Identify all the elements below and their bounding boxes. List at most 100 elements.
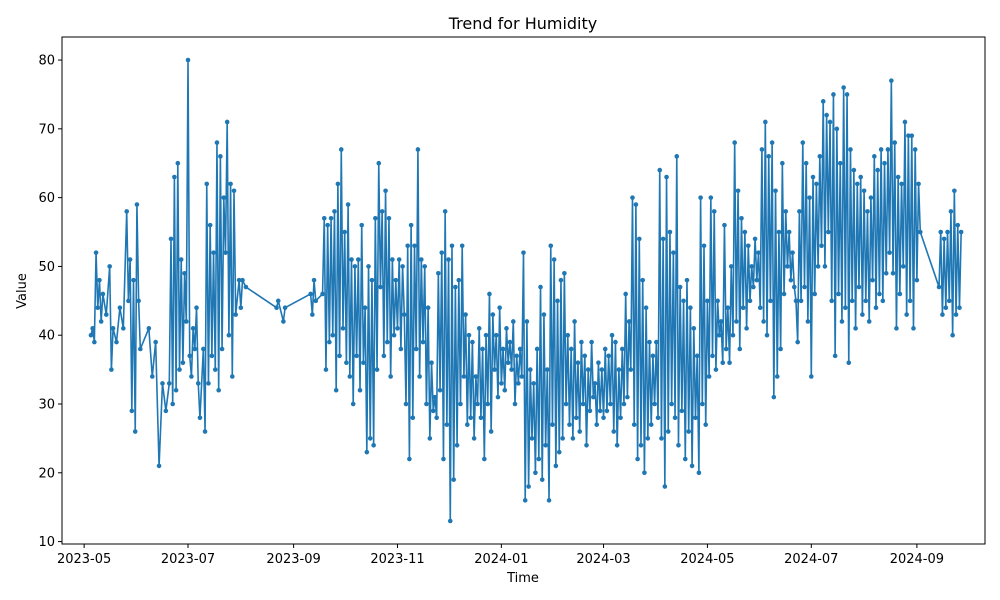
data-point (447, 518, 453, 524)
data-point (911, 326, 916, 331)
data-point (545, 367, 550, 372)
data-point (594, 422, 600, 427)
data-point (536, 456, 542, 462)
data-point (630, 195, 635, 200)
data-point (379, 209, 385, 214)
data-point (504, 326, 509, 331)
data-point (182, 271, 187, 276)
data-point (647, 339, 652, 345)
data-point (146, 326, 152, 331)
data-point (894, 326, 899, 331)
plot-area (88, 57, 964, 524)
data-point (218, 154, 223, 159)
data-point (149, 374, 155, 379)
y-tick-label: 60 (38, 191, 55, 206)
data-point (356, 257, 361, 262)
data-point (648, 422, 654, 427)
data-point (373, 215, 378, 221)
data-point (957, 305, 962, 311)
data-point (740, 305, 746, 311)
data-point (526, 484, 531, 489)
data-point (700, 401, 705, 407)
data-point (766, 154, 772, 159)
data-point (376, 160, 382, 166)
data-point (900, 264, 906, 269)
y-tick-label: 50 (38, 260, 55, 275)
data-point (340, 326, 346, 331)
data-point (621, 401, 627, 407)
y-tick-label: 70 (38, 122, 55, 137)
data-point (282, 305, 288, 311)
data-point (395, 326, 400, 331)
data-point (844, 92, 850, 97)
data-point (321, 215, 327, 221)
data-point (715, 298, 720, 304)
data-point (206, 381, 211, 386)
data-point (941, 236, 947, 242)
data-point (398, 346, 404, 352)
data-point (166, 381, 172, 386)
data-point (163, 408, 169, 414)
data-point (728, 264, 734, 269)
data-point (509, 367, 514, 372)
data-point (507, 339, 513, 345)
data-point (936, 284, 942, 290)
data-point (640, 277, 646, 283)
data-point (127, 257, 133, 262)
data-point (832, 353, 838, 359)
data-point (628, 367, 634, 372)
data-point (93, 250, 99, 255)
data-point (539, 477, 545, 482)
data-point (820, 99, 826, 104)
data-point (488, 429, 494, 434)
data-point (672, 415, 678, 421)
data-point (430, 408, 436, 414)
data-point (737, 346, 743, 352)
data-point (619, 346, 625, 352)
data-point (444, 422, 450, 427)
data-point (522, 498, 528, 503)
data-point (769, 140, 775, 145)
x-axis-label: Time (506, 571, 539, 586)
data-point (204, 181, 210, 187)
data-point (902, 119, 908, 125)
data-point (436, 271, 441, 276)
data-point (892, 140, 898, 145)
data-point (730, 332, 736, 338)
data-point (209, 353, 215, 359)
data-point (502, 387, 508, 393)
data-point (642, 470, 647, 476)
data-point (432, 394, 438, 400)
data-point (156, 463, 162, 469)
data-point (90, 326, 95, 331)
data-point (797, 209, 802, 214)
data-point (556, 449, 562, 455)
data-point (577, 429, 582, 434)
data-point (342, 229, 347, 235)
data-point (405, 243, 411, 249)
data-point (362, 305, 368, 311)
data-point (230, 374, 235, 379)
data-point (442, 209, 448, 214)
data-point (131, 277, 136, 283)
data-point (310, 312, 315, 317)
data-point (734, 319, 739, 324)
data-point (243, 284, 249, 290)
x-tick-label: 2023-09 (266, 552, 320, 567)
data-point (160, 381, 165, 386)
data-point (565, 332, 571, 338)
data-point (136, 298, 141, 304)
data-point (458, 401, 463, 407)
data-point (817, 154, 823, 159)
data-point (875, 167, 881, 173)
data-point (228, 181, 233, 187)
data-point (546, 498, 552, 503)
data-point (202, 429, 208, 434)
data-point (848, 147, 853, 152)
data-point (917, 229, 923, 235)
data-point (802, 284, 807, 290)
data-point (592, 381, 598, 386)
data-point (328, 215, 334, 221)
data-point (633, 202, 639, 207)
data-point (904, 312, 909, 317)
